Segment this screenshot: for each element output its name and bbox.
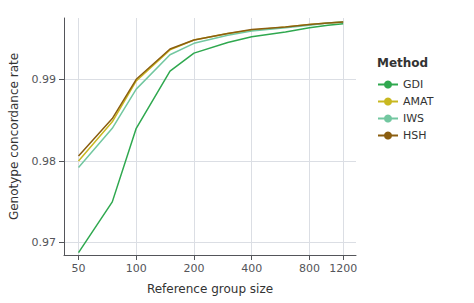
- svg-text:0.99: 0.99: [32, 73, 57, 86]
- svg-text:800: 800: [299, 262, 320, 275]
- svg-text:HSH: HSH: [403, 129, 427, 142]
- svg-text:GDI: GDI: [403, 78, 423, 91]
- svg-text:50: 50: [72, 262, 86, 275]
- svg-text:Genotype concordance rate: Genotype concordance rate: [7, 53, 21, 220]
- svg-text:IWS: IWS: [403, 112, 424, 125]
- svg-text:100: 100: [126, 262, 147, 275]
- svg-text:200: 200: [183, 262, 204, 275]
- svg-text:AMAT: AMAT: [403, 95, 434, 108]
- svg-text:Reference group size: Reference group size: [147, 282, 273, 296]
- svg-text:0.97: 0.97: [32, 236, 57, 249]
- svg-text:0.98: 0.98: [32, 155, 57, 168]
- svg-text:400: 400: [241, 262, 262, 275]
- svg-text:1200: 1200: [329, 262, 357, 275]
- svg-text:Method: Method: [377, 56, 428, 70]
